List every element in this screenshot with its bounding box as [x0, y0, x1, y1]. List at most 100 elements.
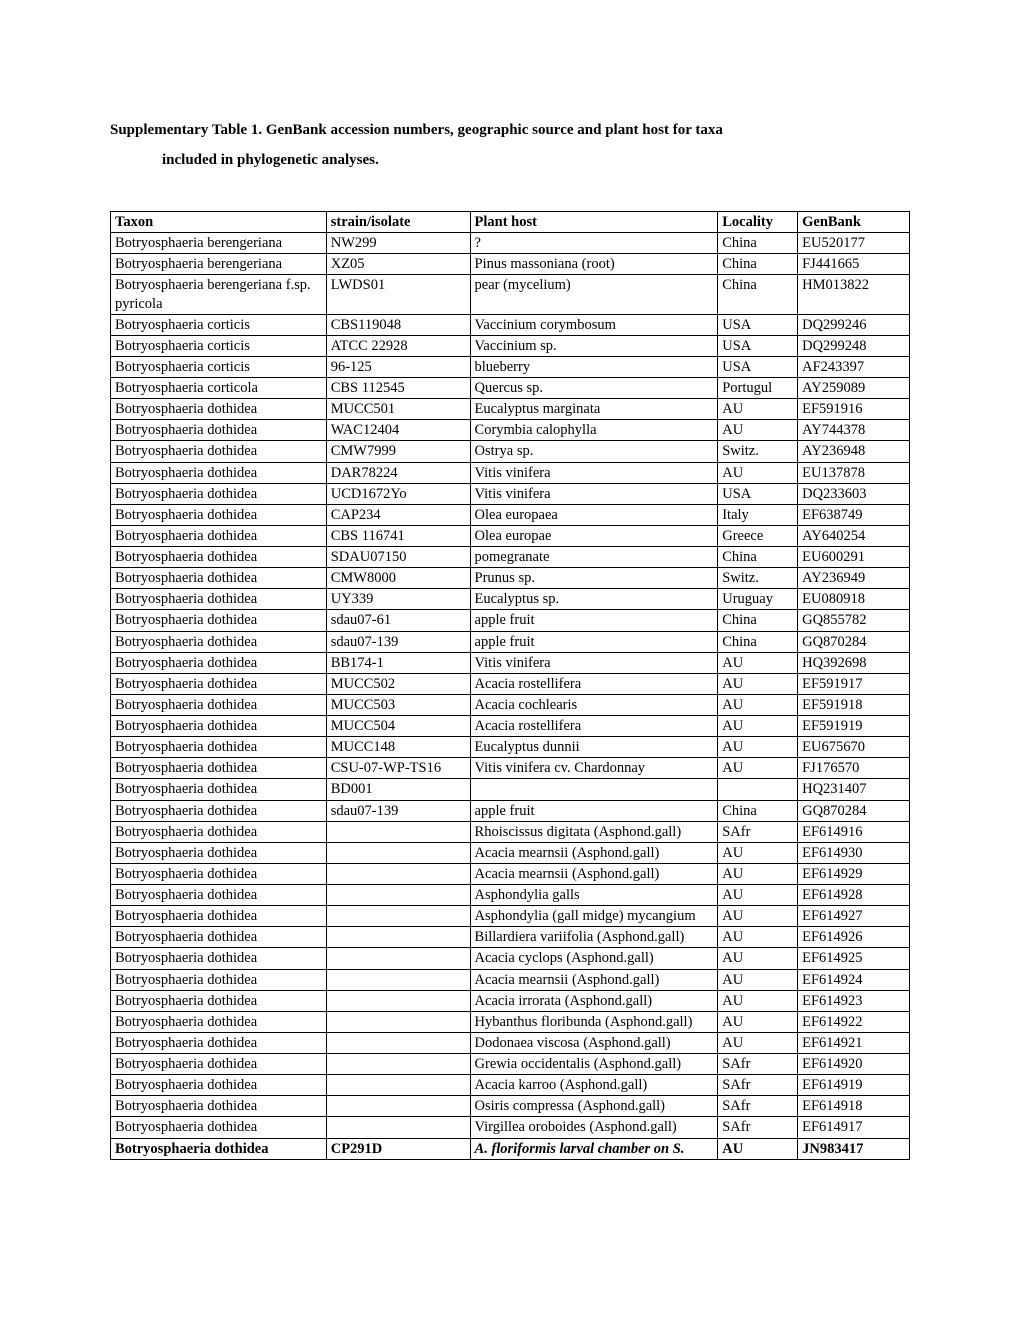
- cell-taxon: Botryosphaeria dothidea: [111, 969, 327, 990]
- cell-genbank: EF614919: [798, 1075, 910, 1096]
- table-row: Botryosphaeria dothideaRhoiscissus digit…: [111, 821, 910, 842]
- cell-taxon: Botryosphaeria dothidea: [111, 948, 327, 969]
- cell-host: Vaccinium corymbosum: [470, 314, 718, 335]
- cell-genbank: AY259089: [798, 378, 910, 399]
- cell-locality: China: [718, 254, 798, 275]
- table-row: Botryosphaeria dothideaAsphondylia galls…: [111, 885, 910, 906]
- table-caption: Supplementary Table 1. GenBank accession…: [110, 115, 910, 175]
- cell-locality: SAfr: [718, 1096, 798, 1117]
- cell-taxon: Botryosphaeria dothidea: [111, 800, 327, 821]
- cell-taxon: Botryosphaeria dothidea: [111, 1096, 327, 1117]
- cell-host: apple fruit: [470, 631, 718, 652]
- cell-genbank: FJ176570: [798, 758, 910, 779]
- cell-locality: Uruguay: [718, 589, 798, 610]
- table-row: Botryosphaeria dothideaDAR78224Vitis vin…: [111, 462, 910, 483]
- cell-taxon: Botryosphaeria dothidea: [111, 673, 327, 694]
- cell-taxon: Botryosphaeria dothidea: [111, 610, 327, 631]
- table-body: Botryosphaeria berengerianaNW299?ChinaEU…: [111, 233, 910, 1160]
- cell-taxon: Botryosphaeria dothidea: [111, 1011, 327, 1032]
- cell-host: Acacia karroo (Asphond.gall): [470, 1075, 718, 1096]
- cell-strain: CMW7999: [326, 441, 470, 462]
- data-table: Taxon strain/isolate Plant host Locality…: [110, 211, 910, 1160]
- cell-taxon: Botryosphaeria dothidea: [111, 906, 327, 927]
- cell-host: Acacia rostellifera: [470, 716, 718, 737]
- cell-locality: AU: [718, 694, 798, 715]
- cell-taxon: Botryosphaeria dothidea: [111, 420, 327, 441]
- cell-genbank: EF614921: [798, 1032, 910, 1053]
- cell-locality: Italy: [718, 504, 798, 525]
- cell-genbank: EF591919: [798, 716, 910, 737]
- cell-genbank: DQ233603: [798, 483, 910, 504]
- cell-host: Vaccinium sp.: [470, 335, 718, 356]
- cell-genbank: EF614923: [798, 990, 910, 1011]
- cell-genbank: EF614928: [798, 885, 910, 906]
- cell-locality: USA: [718, 335, 798, 356]
- cell-host: Prunus sp.: [470, 568, 718, 589]
- cell-taxon: Botryosphaeria dothidea: [111, 1075, 327, 1096]
- cell-host: ?: [470, 233, 718, 254]
- cell-genbank: HQ231407: [798, 779, 910, 800]
- table-row: Botryosphaeria berengerianaNW299?ChinaEU…: [111, 233, 910, 254]
- cell-strain: SDAU07150: [326, 547, 470, 568]
- cell-locality: USA: [718, 314, 798, 335]
- cell-taxon: Botryosphaeria dothidea: [111, 547, 327, 568]
- cell-strain: [326, 821, 470, 842]
- cell-locality: AU: [718, 462, 798, 483]
- cell-locality: China: [718, 631, 798, 652]
- cell-taxon: Botryosphaeria dothidea: [111, 399, 327, 420]
- cell-host: apple fruit: [470, 610, 718, 631]
- cell-taxon: Botryosphaeria dothidea: [111, 737, 327, 758]
- cell-genbank: AY236949: [798, 568, 910, 589]
- cell-strain: [326, 927, 470, 948]
- cell-genbank: EF614922: [798, 1011, 910, 1032]
- cell-host: Ostrya sp.: [470, 441, 718, 462]
- cell-locality: AU: [718, 1138, 798, 1159]
- cell-host: Pinus massoniana (root): [470, 254, 718, 275]
- cell-taxon: Botryosphaeria dothidea: [111, 631, 327, 652]
- table-row: Botryosphaeria dothideaAcacia mearnsii (…: [111, 863, 910, 884]
- cell-locality: USA: [718, 356, 798, 377]
- cell-locality: USA: [718, 483, 798, 504]
- table-row: Botryosphaeria dothideaMUCC501Eucalyptus…: [111, 399, 910, 420]
- cell-locality: AU: [718, 927, 798, 948]
- table-row: Botryosphaeria dothideaWAC12404Corymbia …: [111, 420, 910, 441]
- cell-host: Rhoiscissus digitata (Asphond.gall): [470, 821, 718, 842]
- caption-line2: included in phylogenetic analyses.: [110, 152, 379, 168]
- cell-host: Vitis vinifera: [470, 483, 718, 504]
- table-row: Botryosphaeria dothideaCMW8000Prunus sp.…: [111, 568, 910, 589]
- cell-taxon: Botryosphaeria dothidea: [111, 1117, 327, 1138]
- header-host: Plant host: [470, 212, 718, 233]
- cell-genbank: EF591917: [798, 673, 910, 694]
- table-row: Botryosphaeria dothidea Acacia karroo (As…: [111, 1075, 910, 1096]
- cell-taxon: Botryosphaeria corticola: [111, 378, 327, 399]
- cell-locality: SAfr: [718, 1054, 798, 1075]
- cell-taxon: Botryosphaeria dothidea: [111, 441, 327, 462]
- table-row: Botryosphaeria dothideaGrewia occidental…: [111, 1054, 910, 1075]
- cell-taxon: Botryosphaeria dothidea: [111, 1032, 327, 1053]
- cell-strain: WAC12404: [326, 420, 470, 441]
- cell-taxon: Botryosphaeria dothidea: [111, 885, 327, 906]
- cell-genbank: EF591916: [798, 399, 910, 420]
- cell-host: Acacia mearnsii (Asphond.gall): [470, 842, 718, 863]
- cell-taxon: Botryosphaeria dothidea: [111, 483, 327, 504]
- cell-strain: [326, 1032, 470, 1053]
- table-row: Botryosphaeria dothideaVirgillea oroboid…: [111, 1117, 910, 1138]
- cell-locality: China: [718, 547, 798, 568]
- table-row: Botryosphaeria dothideaAcacia cyclops (A…: [111, 948, 910, 969]
- table-row: Botryosphaeria dothideaCMW7999Ostrya sp.…: [111, 441, 910, 462]
- cell-genbank: AY744378: [798, 420, 910, 441]
- table-row: Botryosphaeria dothideasdau07-139apple f…: [111, 631, 910, 652]
- cell-taxon: Botryosphaeria dothidea: [111, 1138, 327, 1159]
- table-row: Botryosphaeria dothideaMUCC148Eucalyptus…: [111, 737, 910, 758]
- cell-host: Vitis vinifera: [470, 462, 718, 483]
- cell-host: Hybanthus floribunda (Asphond.gall): [470, 1011, 718, 1032]
- cell-locality: AU: [718, 673, 798, 694]
- cell-host: Acacia mearnsii (Asphond.gall): [470, 863, 718, 884]
- cell-taxon: Botryosphaeria dothidea: [111, 990, 327, 1011]
- cell-strain: LWDS01: [326, 275, 470, 314]
- cell-genbank: HM013822: [798, 275, 910, 314]
- header-strain: strain/isolate: [326, 212, 470, 233]
- cell-genbank: EF614924: [798, 969, 910, 990]
- cell-genbank: EF614917: [798, 1117, 910, 1138]
- cell-taxon: Botryosphaeria corticis: [111, 335, 327, 356]
